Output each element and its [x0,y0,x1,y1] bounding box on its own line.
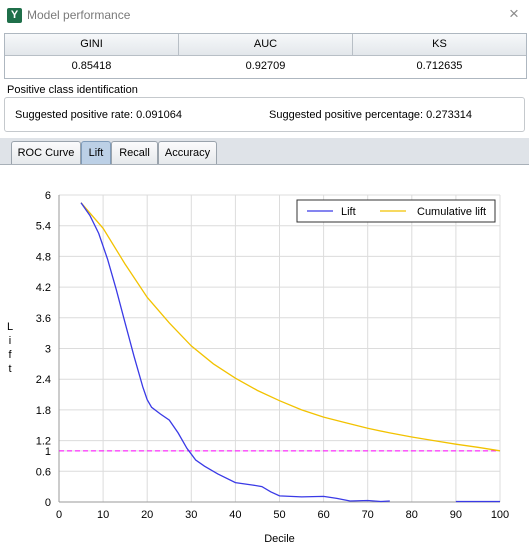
y-tick-label: 0.6 [36,466,51,478]
x-tick-label: 100 [491,509,509,521]
x-tick-label: 10 [97,509,109,521]
tab-lift[interactable]: Lift [81,141,111,164]
y-tick-label: 3 [45,344,51,356]
legend-label-cumulative-lift: Cumulative lift [417,206,486,218]
x-tick-label: 60 [317,509,329,521]
x-tick-label: 90 [450,509,462,521]
y-tick-label: 4.2 [36,282,51,294]
x-tick-label: 30 [185,509,197,521]
lift-chart-svg: 0 10 20 30 40 50 60 70 80 90 100 0 0.6 11.2 1.8 2.4 3 3.6… [7,190,509,545]
y-tick-label: 2.4 [36,374,51,386]
x-tick-label: 70 [362,509,374,521]
metrics-table: GINI AUC KS 0.85418 0.92709 0.712635 [4,33,527,79]
metric-value-auc: 0.92709 [245,60,286,72]
app-icon: Y [7,8,22,23]
x-axis-label: Decile [264,533,295,545]
suggestion-panel: Suggested positive rate: 0.091064 Sugges… [4,97,525,132]
tab-bar: ROC Curve Lift Recall Accuracy [0,138,529,165]
x-tick-label: 50 [273,509,285,521]
metric-header-ks: KS [432,38,447,50]
y-tick-label: 4.8 [36,251,51,263]
lift-chart: 0 10 20 30 40 50 60 70 80 90 100 0 0.6 1 1.2 1.8 2.4 3 3.6… [0,165,529,552]
y-tick-label: 1 [45,446,51,458]
tab-accuracy[interactable]: Accuracy [158,141,217,164]
y-tick-label: 6 [45,190,51,202]
y-tick-label: 1.2 [36,436,51,448]
series-line-cumulative-lift [80,202,501,452]
close-icon[interactable]: × [509,4,519,23]
suggested-rate: Suggested positive rate: 0.091064 [15,109,182,121]
x-tick-label: 20 [141,509,153,521]
legend-label-lift: Lift [341,206,356,218]
metric-header-gini: GINI [80,38,103,50]
y-tick-label: 1.8 [36,405,51,417]
metric-value-ks: 0.712635 [416,60,463,72]
x-tick-label: 0 [56,509,62,521]
x-tick-label: 80 [406,509,418,521]
x-tick-label: 40 [229,509,241,521]
series-line-lift [80,202,390,503]
tab-roc-curve[interactable]: ROC Curve [11,141,81,164]
positive-class-label: Positive class identification [7,84,138,96]
y-tick-label: 5.4 [36,221,51,233]
metrics-header-row [5,34,526,56]
tab-recall[interactable]: Recall [111,141,158,164]
title-bar: Y Model performance × [0,0,529,30]
y-tick-label: 0 [45,497,51,509]
metric-value-gini: 0.85418 [71,60,112,72]
y-tick-label: 3.6 [36,313,51,325]
suggested-percentage: Suggested positive percentage: 0.273314 [269,109,473,121]
window-title: Model performance [27,8,131,22]
metric-header-auc: AUC [253,38,278,50]
